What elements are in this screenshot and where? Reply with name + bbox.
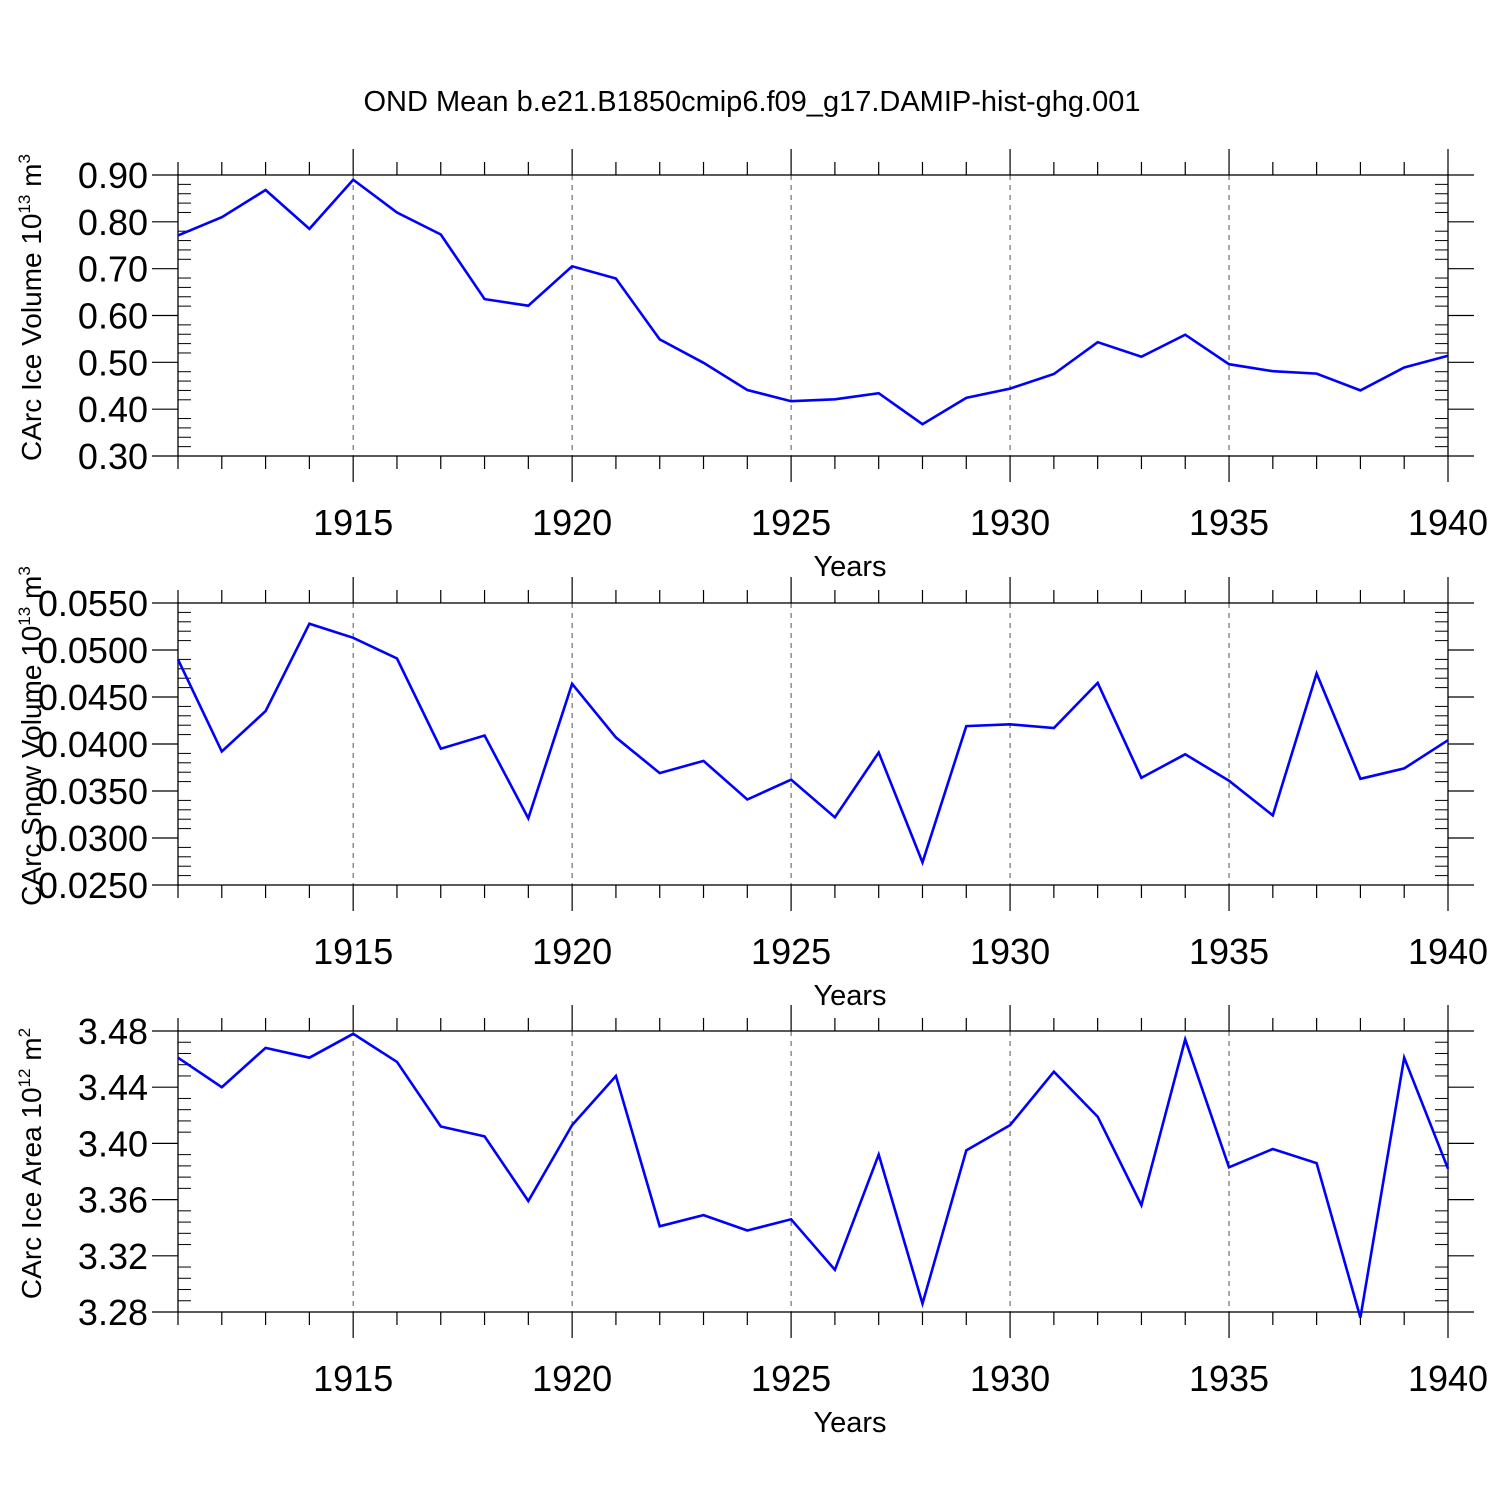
y-tick-label: 0.0500 — [38, 630, 148, 671]
x-tick-label: 1920 — [532, 502, 612, 543]
plot-frame — [177, 174, 1449, 457]
y-tick-label: 0.90 — [78, 155, 148, 196]
x-tick-label: 1925 — [751, 1358, 831, 1399]
x-tick-label: 1930 — [970, 1358, 1050, 1399]
panel-1: 0.30 0.40 0.50 0.60 0.70 0.80 0.90 1915 1920 1925… — [15, 149, 1488, 583]
panel-2: 0.0250 0.0300 0.0350 0.0400 0.0450 0.0500 0.05… — [15, 566, 1488, 1012]
y-axis-label-text: CArc Ice Volume 10 — [16, 214, 47, 461]
series-line — [177, 177, 1449, 426]
x-tick-label: 1915 — [313, 1358, 393, 1399]
x-tick-label: 1935 — [1189, 502, 1269, 543]
x-tick-label: 1925 — [751, 931, 831, 972]
x-tick-label: 1930 — [970, 931, 1050, 972]
x-tick-label: 1920 — [532, 931, 612, 972]
y-tick-label: 0.0300 — [38, 818, 148, 859]
x-tick-label: 1915 — [313, 502, 393, 543]
y-tick-label: 0.80 — [78, 202, 148, 243]
y-axis-label: CArc Ice Volume 1013 m3 — [15, 154, 47, 461]
y-axis-label-superscript: 3 — [15, 566, 34, 575]
y-tick-label: 0.40 — [78, 389, 148, 430]
y-tick-label: 3.40 — [78, 1123, 148, 1164]
y-tick-label: 0.70 — [78, 249, 148, 290]
y-axis-label-text: m — [16, 1037, 47, 1068]
series-line — [177, 1032, 1450, 1318]
y-tick-label: 3.28 — [78, 1292, 148, 1333]
x-axis-label: Years — [813, 980, 886, 1012]
x-tick-label: 1940 — [1408, 502, 1488, 543]
y-axis-label-superscript: 2 — [15, 1028, 34, 1037]
y-axis-label: CArc Ice Area 1012 m2 — [15, 1028, 47, 1299]
y-tick-label: 3.48 — [78, 1011, 148, 1052]
x-tick-label: 1935 — [1189, 931, 1269, 972]
y-tick-label: 3.36 — [78, 1180, 148, 1221]
x-tick-label: 1920 — [532, 1358, 612, 1399]
y-axis-label: CArc Snow Volume 1013 m3 — [15, 566, 47, 906]
x-axis-label: Years — [813, 551, 886, 583]
x-tick-label: 1940 — [1408, 931, 1488, 972]
y-tick-label: 0.50 — [78, 342, 148, 383]
y-axis-label-text: m — [16, 576, 47, 607]
y-axis-label-text: CArc Ice Area 10 — [16, 1087, 47, 1299]
y-tick-label: 0.0450 — [38, 677, 148, 718]
y-axis-label-superscript: 3 — [15, 154, 34, 163]
y-tick-label: 3.44 — [78, 1067, 148, 1108]
y-tick-label: 0.0400 — [38, 724, 148, 765]
y-tick-label: 0.60 — [78, 296, 148, 337]
y-tick-label: 0.30 — [78, 436, 148, 477]
x-tick-label: 1935 — [1189, 1358, 1269, 1399]
x-tick-label: 1925 — [751, 502, 831, 543]
y-axis-label-text: CArc Snow Volume 10 — [16, 626, 47, 906]
series-line — [176, 622, 1449, 867]
y-axis-label-superscript: 13 — [15, 607, 34, 626]
y-axis-label-text: m — [16, 163, 47, 194]
y-tick-label: 0.0250 — [38, 865, 148, 906]
x-axis-label: Years — [813, 1407, 886, 1439]
figure-title: OND Mean b.e21.B1850cmip6.f09_g17.DAMIP-… — [364, 86, 1141, 118]
x-tick-label: 1940 — [1408, 1358, 1488, 1399]
x-tick-label: 1915 — [313, 931, 393, 972]
y-tick-label: 0.0550 — [38, 583, 148, 624]
y-axis-label-superscript: 12 — [15, 1069, 34, 1088]
y-axis-label-superscript: 13 — [15, 195, 34, 214]
plot-frame — [177, 1030, 1449, 1313]
x-tick-label: 1930 — [970, 502, 1050, 543]
panel-3: 3.28 3.32 3.36 3.40 3.44 3.48 1915 1920 1925 1930… — [15, 1005, 1488, 1439]
y-tick-label: 0.0350 — [38, 771, 148, 812]
y-tick-label: 3.32 — [78, 1236, 148, 1277]
